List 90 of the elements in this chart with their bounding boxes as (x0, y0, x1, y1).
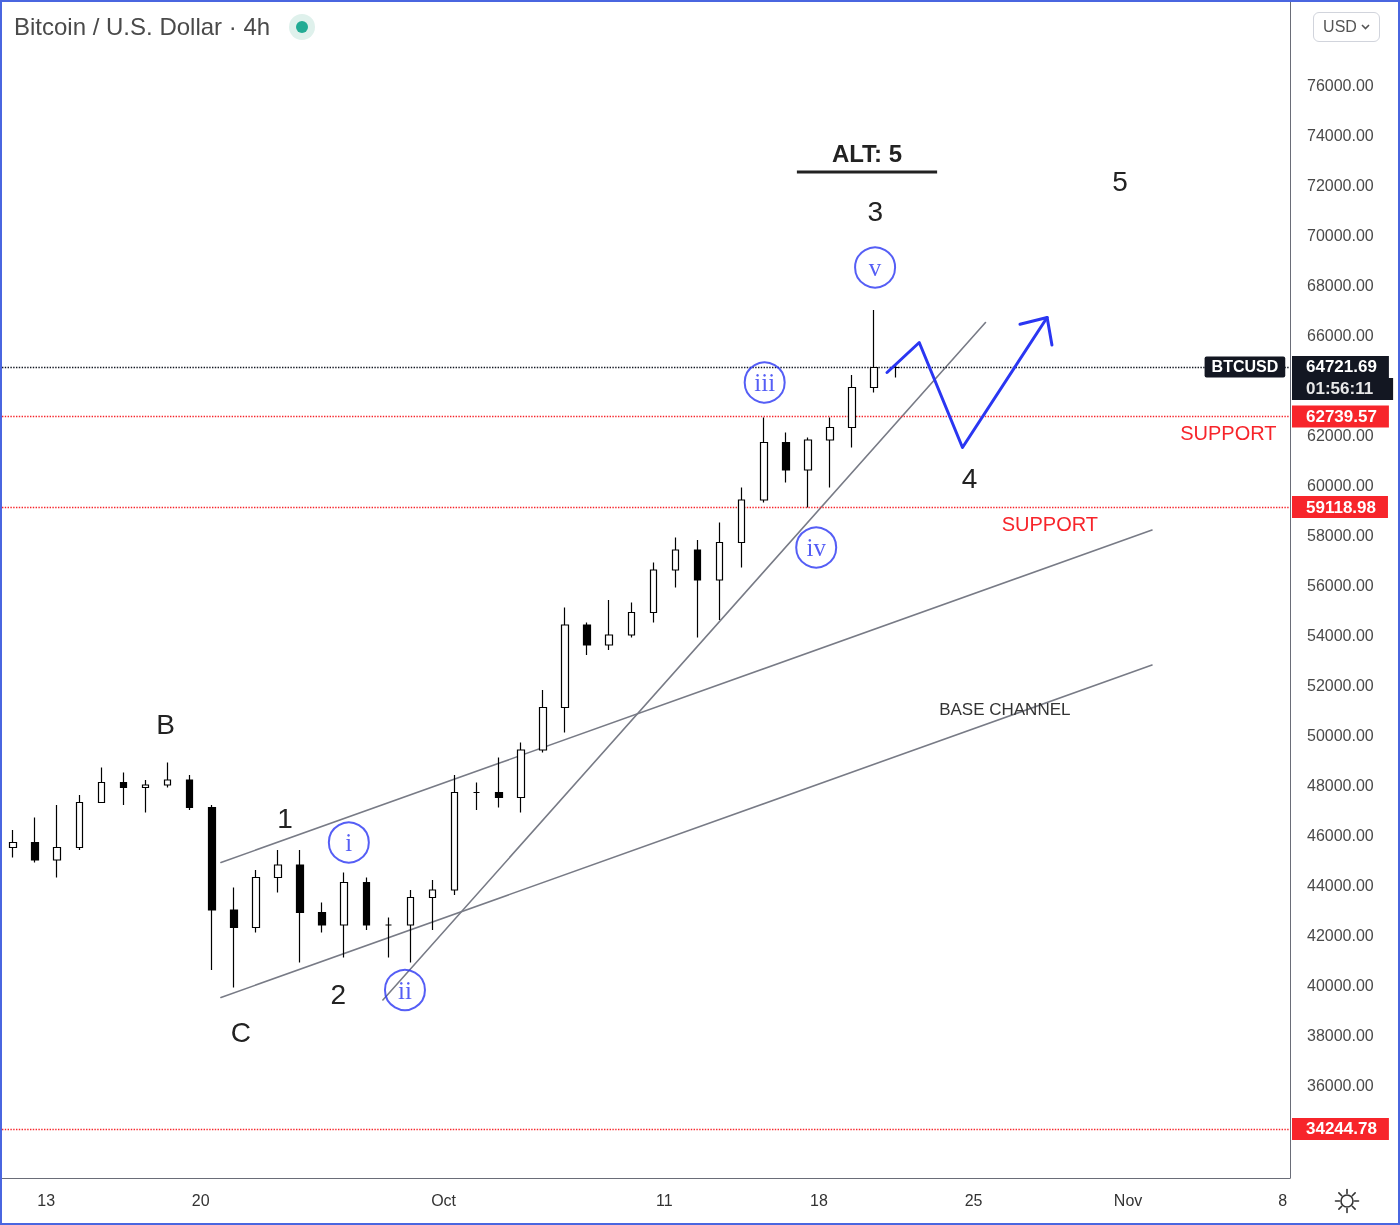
y-tick-label: 68000.00 (1307, 276, 1374, 294)
candlestick (97, 766, 106, 804)
candlestick (75, 794, 84, 851)
y-tick-label: 76000.00 (1307, 76, 1374, 94)
candlestick (295, 849, 305, 964)
x-tick-label: 20 (191, 1191, 210, 1209)
candlestick (30, 816, 40, 864)
y-tick-label: 46000.00 (1307, 826, 1374, 844)
candlestick (737, 486, 746, 569)
y-tick-label: 56000.00 (1307, 576, 1374, 594)
data-label: ii (398, 976, 412, 1004)
candlestick (494, 756, 504, 809)
candlestick (825, 416, 835, 489)
candlestick (163, 761, 172, 789)
y-tick-label: 52000.00 (1307, 676, 1374, 694)
y-tick-label: 60000.00 (1307, 476, 1374, 494)
y-tick-label: 72000.00 (1307, 176, 1374, 194)
candlestick (229, 886, 239, 989)
x-tick-label: 8 (1278, 1191, 1288, 1209)
ref-line-label: 34244.78 (1306, 1119, 1377, 1139)
y-tick-label: 58000.00 (1307, 526, 1374, 544)
candlestick (582, 621, 592, 656)
candlestick (803, 436, 813, 509)
x-tick-label: 11 (656, 1191, 673, 1209)
candlestick (119, 771, 128, 806)
ref-line-label: 64721.69 (1306, 357, 1377, 377)
candlestick (339, 871, 349, 959)
x-tick-label: 25 (964, 1191, 983, 1209)
candlestick (516, 741, 526, 814)
candlestick (759, 416, 769, 504)
y-tick-label: 40000.00 (1307, 976, 1374, 994)
candlestick (627, 601, 636, 639)
annotation: 5 (1112, 165, 1128, 197)
y-tick-label: 48000.00 (1307, 776, 1374, 794)
candlestick (251, 869, 261, 934)
annotation: 4 (961, 463, 978, 494)
annotation: BTCUSD (1211, 358, 1279, 376)
candlestick (869, 309, 879, 394)
candlestick (472, 781, 481, 811)
candlestick (141, 779, 150, 814)
annotation: 1 (277, 802, 293, 834)
candlestick (185, 774, 194, 811)
ref-line-label: 62739.57 (1306, 407, 1377, 427)
candlestick (52, 804, 62, 879)
annotation: 3 (867, 195, 883, 227)
x-tick-label: 13 (37, 1191, 56, 1209)
candlestick (8, 829, 18, 859)
y-tick-label: 74000.00 (1307, 126, 1374, 144)
x-tick-label: 18 (810, 1191, 828, 1209)
annotation: C (230, 1017, 251, 1048)
y-axis-title: USD (1323, 18, 1357, 36)
candlestick (428, 879, 437, 931)
data-label: iii (754, 369, 776, 396)
y-tick-label: 42000.00 (1307, 926, 1374, 944)
candlestick (649, 561, 658, 624)
annotation: ALT: 5 (831, 139, 903, 167)
candlestick (406, 889, 415, 964)
y-tick-label: 70000.00 (1307, 226, 1374, 244)
candlestick (450, 774, 459, 896)
candlestick (560, 606, 570, 734)
y-tick-label: 50000.00 (1307, 726, 1374, 744)
annotation: 2 (330, 979, 347, 1010)
candlestick (273, 849, 283, 894)
candlestick (847, 374, 857, 449)
annotation: SUPPORT (1180, 421, 1277, 444)
y-tick-label: 36000.00 (1307, 1076, 1374, 1094)
text: Bitcoin / U.S. Dollar · 4h (14, 12, 271, 42)
ref-line-label: 59118.98 (1306, 497, 1376, 517)
x-tick-label: Oct (431, 1191, 457, 1209)
data-label: v (868, 254, 882, 281)
candlestick (671, 536, 680, 589)
candlestick (604, 599, 614, 651)
y-tick-label: 44000.00 (1307, 876, 1374, 894)
candlestick (781, 431, 791, 484)
candlestick (715, 521, 724, 621)
candlestick (207, 804, 217, 971)
data-label: iv (806, 534, 827, 561)
candlestick (693, 539, 702, 639)
y-tick-label: 38000.00 (1307, 1026, 1374, 1044)
text: 01:56:11 (1306, 379, 1374, 399)
y-tick-label: 54000.00 (1307, 626, 1374, 644)
annotation: SUPPORT (1001, 513, 1099, 536)
annotation: B (156, 709, 175, 740)
y-tick-label: 62000.00 (1307, 426, 1374, 444)
x-tick-label: Nov (1113, 1191, 1143, 1209)
candlestick (538, 689, 548, 754)
candlestick (317, 901, 327, 934)
y-tick-label: 66000.00 (1307, 326, 1374, 344)
candlestick (362, 876, 371, 931)
data-label: i (345, 829, 353, 856)
